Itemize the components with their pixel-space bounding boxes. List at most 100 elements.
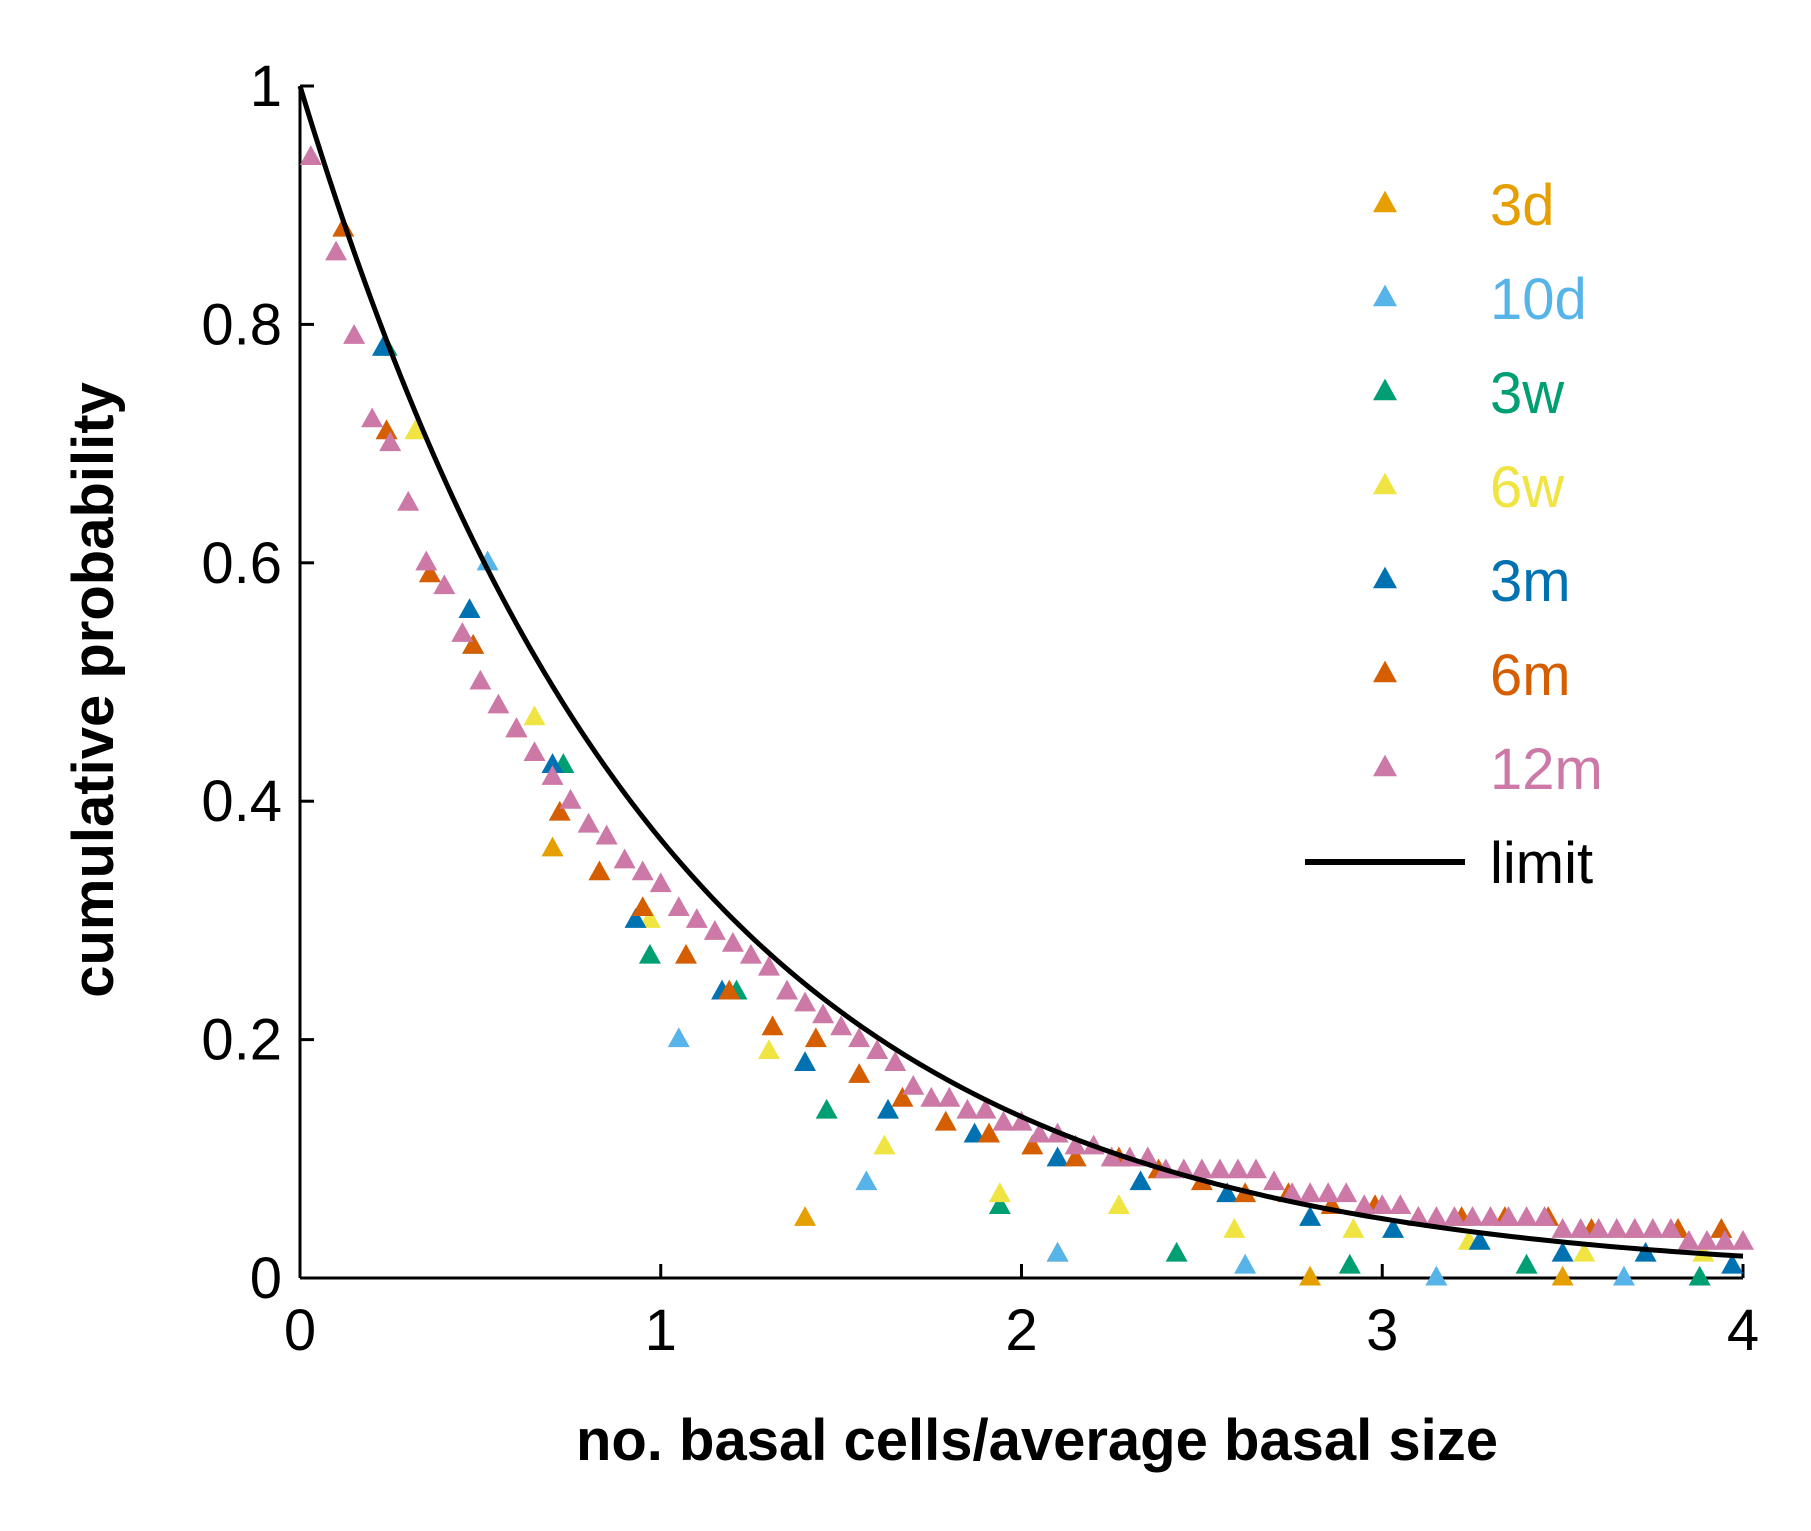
point-12m-13: [541, 765, 564, 785]
point-12m-34: [920, 1086, 943, 1107]
point-10d-3: [1046, 1241, 1069, 1262]
point-12m-18: [631, 860, 654, 881]
x-tick-label-1: 1: [645, 1298, 677, 1363]
point-3m-14: [1551, 1241, 1574, 1262]
point-3w-6: [988, 1194, 1011, 1215]
point-12m-16: [595, 824, 618, 845]
point-3w-3: [638, 943, 661, 964]
legend-label-6m: 6m: [1490, 643, 1571, 708]
series-12m: [299, 145, 1754, 1250]
point-12m-73: [1623, 1218, 1646, 1238]
point-3m-11: [1299, 1206, 1322, 1226]
x-tick-label-3: 3: [1366, 1298, 1398, 1363]
point-3d-4: [1551, 1265, 1574, 1286]
point-3w-9: [1515, 1253, 1538, 1274]
point-12m-70: [1569, 1218, 1592, 1238]
point-12m-23: [721, 931, 744, 952]
legend-label-limit: limit: [1490, 831, 1593, 896]
point-3m-5: [794, 1051, 817, 1071]
point-12m-32: [884, 1051, 907, 1071]
point-3w-7: [1165, 1241, 1188, 1262]
y-tick-label-0: 0: [250, 1246, 282, 1311]
point-6m-1: [375, 419, 398, 440]
point-6w-0: [404, 419, 427, 440]
point-12m-69: [1551, 1218, 1574, 1238]
series-10d: [476, 550, 1635, 1286]
point-12m-10: [487, 693, 510, 714]
point-3m-7: [963, 1122, 986, 1143]
limit-curve: [297, 85, 1744, 1259]
point-12m-6: [415, 550, 438, 571]
point-12m-78: [1713, 1229, 1736, 1250]
point-12m-38: [992, 1110, 1015, 1131]
legend-marker-3w: [1373, 378, 1397, 401]
point-12m-40: [1028, 1122, 1051, 1143]
legend-marker-12m: [1373, 754, 1397, 777]
legend-label-10d: 10d: [1490, 267, 1587, 332]
point-6m-14: [934, 1110, 957, 1131]
legend-label-6w: 6w: [1490, 455, 1565, 520]
point-6m-10: [761, 1015, 784, 1036]
point-6w-5: [988, 1182, 1011, 1203]
point-6w-1: [523, 705, 546, 726]
point-12m-63: [1443, 1206, 1466, 1226]
point-12m-60: [1389, 1194, 1412, 1215]
point-12m-36: [956, 1098, 979, 1119]
point-12m-30: [848, 1027, 871, 1048]
point-12m-59: [1371, 1194, 1394, 1215]
point-12m-79: [1732, 1229, 1754, 1250]
y-tick-label-5: 1: [250, 54, 282, 119]
point-3m-13: [1468, 1229, 1491, 1250]
point-6w-2: [638, 908, 661, 928]
x-tick-label-0: 0: [284, 1298, 316, 1363]
legend-item-3w: 3w: [1373, 361, 1565, 426]
legend-label-3m: 3m: [1490, 549, 1571, 614]
point-12m-56: [1317, 1182, 1340, 1203]
point-3d-1: [794, 1206, 817, 1226]
point-12m-1: [325, 240, 348, 261]
point-12m-39: [1010, 1110, 1033, 1131]
legend-item-limit: limit: [1305, 831, 1593, 896]
point-12m-51: [1226, 1158, 1249, 1179]
y-tick-label-4: 0.8: [201, 292, 282, 357]
point-12m-71: [1587, 1218, 1610, 1238]
point-12m-44: [1100, 1146, 1123, 1167]
point-12m-21: [685, 908, 708, 928]
point-6m-2: [418, 562, 441, 583]
y-tick-label-2: 0.4: [201, 769, 282, 834]
point-6m-3: [462, 633, 485, 654]
point-3m-2: [541, 753, 564, 773]
point-12m-9: [469, 669, 492, 690]
point-6m-5: [548, 800, 571, 821]
legend-label-3w: 3w: [1490, 361, 1565, 426]
point-12m-7: [433, 574, 456, 595]
point-12m-74: [1641, 1218, 1664, 1238]
point-6w-8: [1342, 1218, 1365, 1238]
point-12m-11: [505, 717, 528, 738]
point-12m-62: [1425, 1206, 1448, 1226]
series-6w: [404, 419, 1715, 1262]
point-12m-22: [703, 920, 726, 940]
legend-item-6m: 6m: [1373, 643, 1571, 708]
point-12m-64: [1461, 1206, 1484, 1226]
data-points: [299, 145, 1754, 1286]
legend-item-10d: 10d: [1373, 267, 1587, 332]
point-12m-42: [1064, 1134, 1087, 1155]
legend-item-3m: 3m: [1373, 549, 1571, 614]
point-3m-3: [624, 908, 647, 928]
point-6w-3: [757, 1039, 780, 1060]
point-6m-6: [588, 860, 611, 881]
point-3d-0: [541, 836, 564, 857]
point-10d-5: [1425, 1265, 1448, 1286]
point-3m-10: [1216, 1182, 1239, 1203]
point-10d-0: [476, 550, 499, 571]
legend-item-3d: 3d: [1373, 173, 1555, 238]
point-12m-77: [1695, 1229, 1718, 1250]
point-12m-19: [649, 872, 672, 893]
point-10d-1: [667, 1027, 690, 1048]
point-12m-67: [1515, 1206, 1538, 1226]
point-12m-76: [1677, 1229, 1700, 1250]
legend-marker-3m: [1373, 566, 1397, 589]
point-12m-8: [451, 622, 474, 642]
point-12m-68: [1533, 1206, 1556, 1226]
